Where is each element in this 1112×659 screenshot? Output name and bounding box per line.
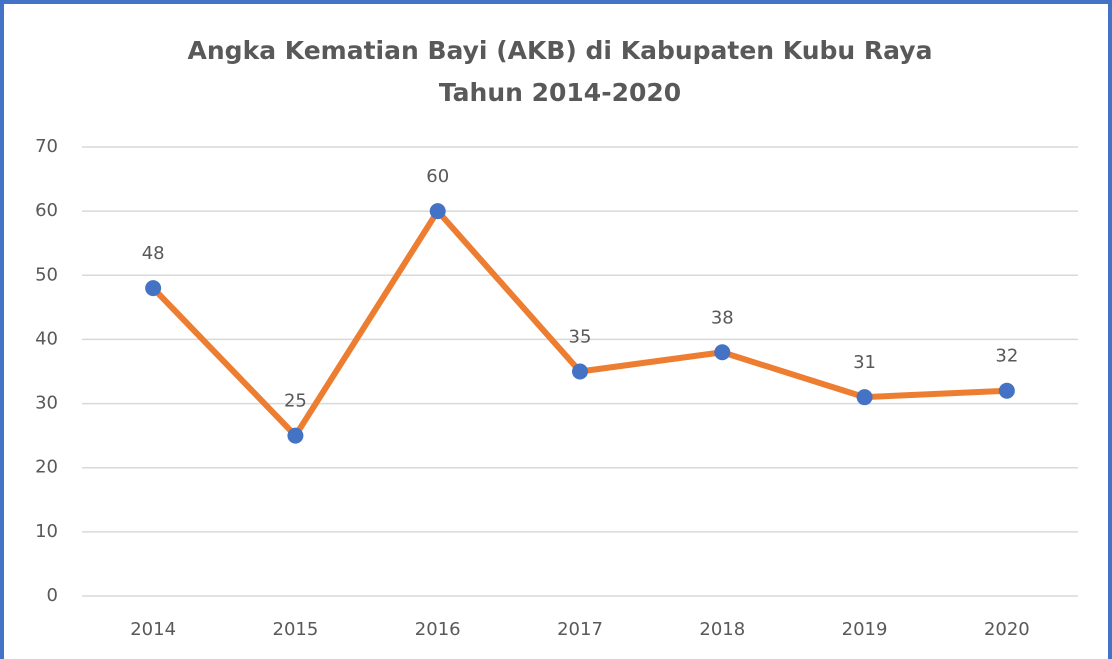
x-tick-label: 2014: [130, 619, 176, 640]
data-point: [572, 363, 588, 380]
chart-title: Tahun 2014-2020: [439, 78, 681, 107]
y-tick-label: 70: [35, 136, 58, 157]
data-label: 35: [569, 327, 592, 348]
x-tick-label: 2018: [699, 619, 745, 640]
y-tick-label: 20: [35, 457, 58, 478]
x-tick-label: 2019: [842, 619, 888, 640]
data-label: 48: [142, 243, 165, 264]
data-label: 25: [284, 391, 307, 412]
data-label: 60: [426, 166, 449, 187]
y-tick-label: 30: [35, 393, 58, 414]
x-tick-label: 2016: [415, 619, 461, 640]
data-label: 38: [711, 307, 734, 328]
data-point: [856, 389, 873, 406]
x-tick-label: 2015: [273, 619, 319, 640]
y-tick-label: 10: [35, 521, 58, 542]
chart-title: Angka Kematian Bayi (AKB) di Kabupaten K…: [188, 36, 933, 65]
data-point: [714, 344, 731, 361]
data-point: [145, 280, 162, 297]
data-label: 32: [995, 346, 1018, 367]
y-tick-label: 60: [35, 200, 58, 221]
x-tick-label: 2017: [557, 619, 603, 640]
data-point: [998, 382, 1015, 399]
data-label: 31: [853, 352, 876, 373]
data-point: [287, 427, 304, 444]
y-tick-label: 0: [47, 585, 58, 606]
data-point: [429, 203, 446, 220]
y-tick-label: 40: [35, 328, 58, 349]
y-tick-label: 50: [35, 264, 58, 285]
x-tick-label: 2020: [984, 619, 1030, 640]
